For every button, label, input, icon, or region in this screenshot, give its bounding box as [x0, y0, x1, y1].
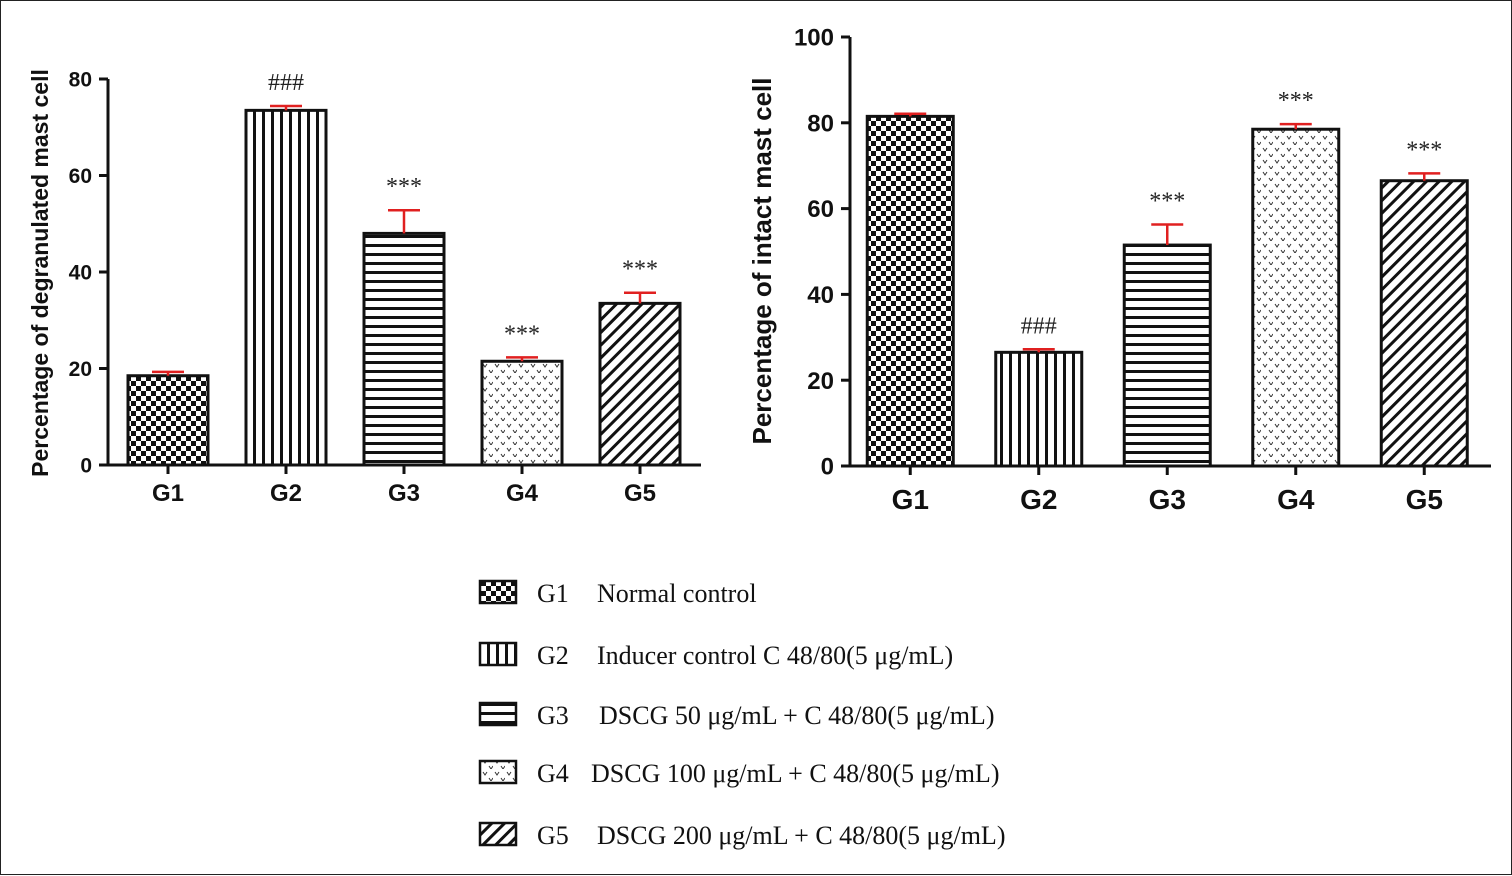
y-axis-label: Percentage of intact mast cell	[747, 77, 777, 444]
legend-swatch-g5	[478, 821, 518, 847]
significance-label: ***	[1278, 88, 1314, 114]
significance-label: ***	[386, 174, 422, 200]
y-tick-label: 0	[821, 454, 834, 481]
bar-g4	[1251, 127, 1341, 468]
x-tick-label: G1	[152, 480, 184, 507]
significance-label: ***	[1149, 188, 1185, 214]
legend-group: G1	[537, 579, 569, 608]
legend-label: DSCG 50 μg/mL + C 48/80(5 μg/mL)	[599, 701, 994, 730]
legend-label: Inducer control C 48/80(5 μg/mL)	[597, 641, 953, 670]
x-tick-label: G3	[388, 480, 420, 507]
y-tick-label: 60	[69, 165, 92, 188]
significance-label: ###	[268, 70, 304, 96]
bar-g5	[598, 301, 682, 467]
bar-g3	[362, 231, 446, 467]
y-tick-label: 100	[794, 25, 834, 52]
x-tick-label: G5	[1406, 484, 1443, 515]
y-tick-label: 40	[69, 262, 92, 285]
y-tick-label: 20	[69, 358, 92, 381]
y-axis-label: Percentage of degranulated mast cell	[27, 69, 53, 477]
legend-group: G4	[537, 759, 569, 788]
x-tick-label: G5	[624, 480, 656, 507]
significance-label: ###	[1021, 313, 1057, 339]
legend-swatch-g1	[478, 579, 518, 605]
legend-group: G5	[537, 821, 569, 850]
legend-group: G2	[537, 641, 569, 670]
bar-g2	[244, 108, 328, 467]
x-tick-label: G2	[1020, 484, 1057, 515]
legend-group: G3	[537, 701, 569, 730]
significance-label: ***	[1406, 137, 1442, 163]
legend-label: DSCG 200 μg/mL + C 48/80(5 μg/mL)	[597, 821, 1005, 850]
x-tick-label: G4	[1277, 484, 1315, 515]
x-tick-label: G4	[506, 480, 539, 507]
legend-swatch-g2	[478, 641, 518, 667]
y-tick-label: 20	[807, 368, 834, 395]
bar-g5	[1379, 179, 1469, 468]
y-tick-label: 0	[80, 455, 92, 478]
legend: G1 Normal control G2 Inducer control C 48/8…	[478, 579, 1005, 850]
legend-label: Normal control	[597, 579, 757, 608]
chart-intact: 0 20 40 60 80 100 G1 ### G2 *** G3 *** G4 *** G5 Percen…	[747, 25, 1491, 515]
y-tick-label: 80	[69, 69, 92, 92]
legend-label: DSCG 100 μg/mL + C 48/80(5 μg/mL)	[591, 759, 999, 788]
y-tick-label: 40	[807, 282, 834, 309]
bar-g1	[126, 374, 210, 467]
legend-swatch-g3	[478, 701, 518, 727]
bar-g2	[994, 350, 1084, 468]
significance-label: ***	[622, 257, 658, 283]
bar-g3	[1122, 243, 1212, 468]
bar-g1	[865, 114, 955, 468]
legend-swatch-g4	[478, 759, 518, 785]
chart-degranulated: 0 20 40 60 80 G1 ### G2 *** G3 *** G4 *** G5 Percentag…	[27, 69, 701, 507]
y-tick-label: 80	[807, 110, 834, 137]
x-tick-label: G3	[1149, 484, 1186, 515]
y-tick-label: 60	[807, 196, 834, 223]
significance-label: ***	[504, 321, 540, 347]
x-tick-label: G2	[270, 480, 302, 507]
bar-g4	[480, 359, 564, 467]
x-tick-label: G1	[892, 484, 929, 515]
